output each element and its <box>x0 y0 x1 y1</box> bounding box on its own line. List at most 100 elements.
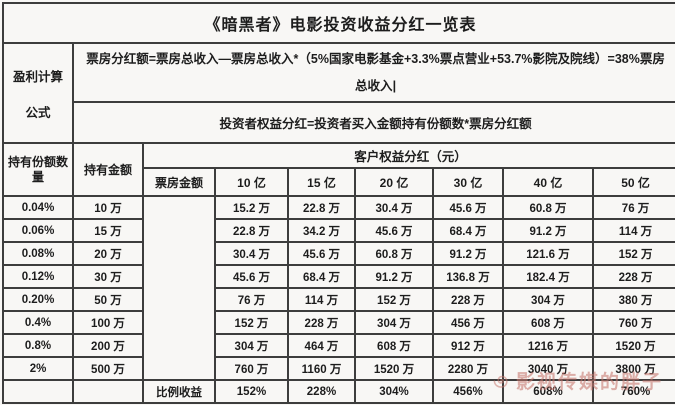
ratio-row: 比例收益 152% 228% 304% 456% 608% 760% <box>2 379 675 404</box>
dividend-value-cell: 91.2 万 <box>432 241 504 266</box>
dividend-value-cell: 45.6 万 <box>287 241 356 266</box>
ratio-value-cell: 228% <box>287 379 356 404</box>
formula1-line2: 总收入 <box>355 78 393 93</box>
dividend-value-cell: 60.8 万 <box>502 195 594 220</box>
table-row: 0.20% 50 万 76 万 114 万 152 万 228 万 304 万 380 万 <box>2 287 675 312</box>
share-percent-cell: 0.4% <box>2 310 74 335</box>
dividend-value-cell: 608 万 <box>502 310 594 335</box>
dividend-value-cell: 3800 万 <box>591 356 675 381</box>
ratio-income-label: 比例收益 <box>142 379 216 404</box>
dividend-value-cell: 760 万 <box>214 356 289 381</box>
dividend-value-cell: 91.2 万 <box>354 264 434 289</box>
column-header-20yi: 20 亿 <box>354 167 434 197</box>
ratio-value-cell: 304% <box>354 379 434 404</box>
dividend-value-cell: 464 万 <box>287 333 356 358</box>
dividend-value-cell: 114 万 <box>287 287 356 312</box>
dividend-value-cell: 91.2 万 <box>502 218 594 243</box>
dividend-value-cell: 121.6 万 <box>502 241 594 266</box>
formula-label-line1: 盈利计算 <box>12 69 63 84</box>
holding-amount-cell: 15 万 <box>72 218 144 243</box>
dividend-value-cell: 45.6 万 <box>432 195 504 220</box>
dividend-value-cell: 182.4 万 <box>502 264 594 289</box>
dividend-value-cell: 45.6 万 <box>354 218 434 243</box>
ratio-value-cell: 608% <box>502 379 594 404</box>
holding-amount-header: 持有金额 <box>72 142 144 197</box>
column-header-15yi: 15 亿 <box>287 167 356 197</box>
dividend-value-cell: 22.8 万 <box>214 218 289 243</box>
text-cursor: | <box>392 78 397 93</box>
holding-amount-cell: 20 万 <box>72 241 144 266</box>
box-office-empty-cell <box>142 195 216 381</box>
share-quantity-header: 持有份额数量 <box>2 142 74 197</box>
column-header-10yi: 10 亿 <box>214 167 289 197</box>
ratio-value-cell: 456% <box>432 379 504 404</box>
holding-amount-cell: 200 万 <box>72 333 144 358</box>
ratio-value-cell: 760% <box>591 379 675 404</box>
dividend-value-cell: 760 万 <box>591 310 675 335</box>
formula-label-line2: 公式 <box>25 105 51 120</box>
dividend-value-cell: 1160 万 <box>287 356 356 381</box>
share-percent-cell: 0.12% <box>2 264 74 289</box>
share-percent-cell: 0.20% <box>2 287 74 312</box>
header-row-1: 持有份额数量 持有金额 客户权益分红（元） <box>2 142 675 197</box>
table-row: 0.4% 100 万 152 万 228 万 304 万 456 万 608 万 760 万 <box>2 310 675 335</box>
dividend-value-cell: 152 万 <box>354 287 434 312</box>
dividend-value-cell: 1520 万 <box>354 356 434 381</box>
dividend-value-cell: 152 万 <box>214 310 289 335</box>
dividend-value-cell: 45.6 万 <box>214 264 289 289</box>
share-percent-cell: 0.06% <box>2 218 74 243</box>
share-percent-cell: 0.08% <box>2 241 74 266</box>
dividend-value-cell: 30.4 万 <box>214 241 289 266</box>
dividend-value-cell: 304 万 <box>502 287 594 312</box>
ratio-value-cell: 152% <box>214 379 289 404</box>
dividend-value-cell: 15.2 万 <box>214 195 289 220</box>
dividend-value-cell: 456 万 <box>432 310 504 335</box>
share-percent-cell: 0.04% <box>2 195 74 220</box>
formula-row-2: 投资者权益分红=投资者买入金额持有份额数*票房分红额 <box>3 101 675 144</box>
dividend-value-cell: 304 万 <box>354 310 434 335</box>
dividend-value-cell: 114 万 <box>591 218 675 243</box>
formula-row-1: 盈利计算 公式 票房分红额=票房总收入—票房总收入*（5%国家电影基金+3.3%… <box>2 42 675 144</box>
dividend-value-cell: 228 万 <box>432 287 504 312</box>
table-row: 0.8% 200 万 304 万 464 万 608 万 912 万 1216 万 1520 … <box>2 333 675 358</box>
dividend-value-cell: 152 万 <box>591 241 675 266</box>
dividend-value-cell: 1520 万 <box>591 333 675 358</box>
column-header-40yi: 40 亿 <box>502 167 594 197</box>
column-header-50yi: 50 亿 <box>591 167 675 197</box>
box-office-dividend-formula[interactable]: 票房分红额=票房总收入—票房总收入*（5%国家电影基金+3.3%票点营业+53.… <box>71 42 675 103</box>
empty-share-cell <box>2 379 74 404</box>
share-percent-cell: 0.8% <box>2 333 74 358</box>
dividend-value-cell: 2280 万 <box>432 356 504 381</box>
dividend-value-cell: 68.4 万 <box>432 218 504 243</box>
formula-section-label: 盈利计算 公式 <box>2 42 74 144</box>
title-row: 《暗黑者》电影投资收益分红一览表 <box>1 2 675 44</box>
column-header-30yi: 30 亿 <box>432 167 504 197</box>
page-title: 《暗黑者》电影投资收益分红一览表 <box>1 2 675 44</box>
holding-amount-cell: 100 万 <box>72 310 144 335</box>
holding-amount-cell: 50 万 <box>72 287 144 312</box>
dividend-value-cell: 76 万 <box>214 287 289 312</box>
header-row-2: 票房金额 10 亿 15 亿 20 亿 30 亿 40 亿 50 亿 <box>3 167 675 197</box>
holding-amount-cell: 10 万 <box>72 195 144 220</box>
dividend-value-cell: 228 万 <box>287 310 356 335</box>
box-office-amount-header: 票房金额 <box>142 167 216 197</box>
formula1-line1: 票房分红额=票房总收入—票房总收入*（5%国家电影基金+3.3%票点营业+53.… <box>86 51 665 66</box>
table-row: 0.08% 20 万 30.4 万 45.6 万 60.8 万 91.2 万 121.6 万… <box>2 241 675 266</box>
dividend-value-cell: 608 万 <box>354 333 434 358</box>
dividend-value-cell: 136.8 万 <box>432 264 504 289</box>
table-row: 2% 500 万 760 万 1160 万 1520 万 2280 万 3040 万 3800… <box>2 356 675 381</box>
dividend-value-cell: 34.2 万 <box>287 218 356 243</box>
holding-amount-cell: 500 万 <box>72 356 144 381</box>
dividend-value-cell: 304 万 <box>214 333 289 358</box>
investor-dividend-formula: 投资者权益分红=投资者买入金额持有份额数*票房分红额 <box>71 101 675 144</box>
dividend-value-cell: 3040 万 <box>502 356 594 381</box>
dividend-value-cell: 30.4 万 <box>354 195 434 220</box>
dividend-value-cell: 76 万 <box>591 195 675 220</box>
table-row: 0.12% 30 万 45.6 万 68.4 万 91.2 万 136.8 万 182.4 … <box>2 264 675 289</box>
dividend-value-cell: 68.4 万 <box>287 264 356 289</box>
dividend-value-cell: 912 万 <box>432 333 504 358</box>
customer-dividend-header: 客户权益分红（元） <box>141 142 675 169</box>
dividend-value-cell: 60.8 万 <box>354 241 434 266</box>
